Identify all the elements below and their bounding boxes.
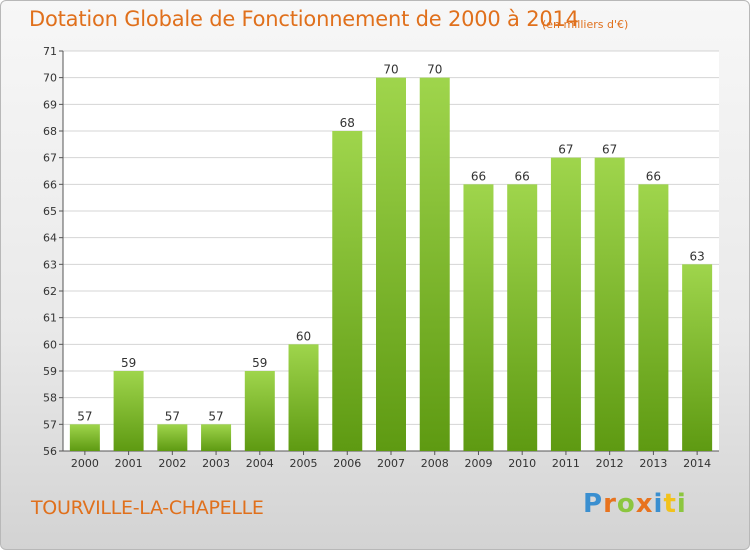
logo-letter: i: [653, 489, 664, 519]
data-label: 59: [252, 356, 267, 370]
data-label: 57: [208, 409, 223, 423]
bar: [157, 424, 188, 451]
y-tick-label: 67: [43, 152, 57, 165]
logo-letter: o: [616, 489, 636, 519]
data-label: 67: [602, 143, 617, 157]
data-label: 70: [383, 63, 398, 77]
data-label: 57: [77, 409, 92, 423]
x-tick-label: 2009: [464, 457, 492, 470]
x-tick-label: 2006: [333, 457, 361, 470]
data-label: 63: [689, 249, 704, 263]
data-label: 70: [427, 63, 442, 77]
data-label: 59: [121, 356, 136, 370]
y-tick-label: 63: [43, 258, 57, 271]
y-tick-label: 66: [43, 178, 57, 191]
x-tick-label: 2000: [71, 457, 99, 470]
data-label: 68: [340, 116, 355, 130]
x-tick-label: 2007: [377, 457, 405, 470]
data-label: 67: [558, 143, 573, 157]
bar: [69, 424, 100, 451]
logo-letter: r: [603, 489, 617, 519]
y-tick-label: 57: [43, 418, 57, 431]
data-label: 60: [296, 329, 311, 343]
place-name: TOURVILLE-LA-CHAPELLE: [31, 497, 264, 519]
chart-unit: (en milliers d'€): [542, 18, 629, 31]
y-tick-label: 69: [43, 98, 57, 111]
x-tick-label: 2005: [290, 457, 318, 470]
x-tick-label: 2013: [639, 457, 667, 470]
y-tick-label: 68: [43, 125, 57, 138]
bar: [594, 157, 625, 451]
logo-letter: x: [635, 489, 654, 519]
bar: [419, 77, 450, 452]
x-tick-label: 2012: [596, 457, 624, 470]
bar: [332, 131, 363, 451]
bar: [201, 424, 232, 451]
y-tick-label: 58: [43, 392, 57, 405]
logo-letter: i: [676, 489, 687, 519]
y-tick-label: 59: [43, 365, 57, 378]
bar: [638, 184, 669, 452]
x-tick-label: 2001: [115, 457, 143, 470]
x-tick-label: 2010: [508, 457, 536, 470]
x-tick-label: 2004: [246, 457, 274, 470]
bar: [376, 77, 406, 452]
bar: [550, 157, 581, 451]
x-tick-label: 2003: [202, 457, 230, 470]
bar: [244, 371, 275, 451]
bar: [463, 184, 494, 452]
data-label: 66: [471, 169, 486, 183]
y-tick-label: 71: [43, 45, 57, 58]
data-label: 57: [165, 409, 180, 423]
y-tick-label: 61: [43, 312, 57, 325]
logo-letter: P: [583, 489, 604, 519]
data-label: 66: [515, 169, 530, 183]
y-tick-label: 60: [43, 338, 57, 351]
y-tick-label: 56: [43, 445, 57, 458]
y-tick-label: 62: [43, 285, 57, 298]
bar: [288, 344, 319, 451]
bar: [507, 184, 538, 452]
bar: [682, 264, 713, 451]
x-tick-label: 2014: [683, 457, 711, 470]
x-tick-label: 2008: [421, 457, 449, 470]
data-label: 66: [646, 169, 661, 183]
x-tick-label: 2011: [552, 457, 580, 470]
bar: [113, 371, 144, 451]
proxiti-logo: Proxiti: [583, 489, 687, 519]
y-tick-label: 64: [43, 232, 57, 245]
y-tick-label: 65: [43, 205, 57, 218]
y-tick-label: 70: [43, 72, 57, 85]
x-tick-label: 2002: [158, 457, 186, 470]
logo-letter: t: [663, 489, 677, 519]
chart-title: Dotation Globale de Fonctionnement de 20…: [29, 7, 579, 31]
